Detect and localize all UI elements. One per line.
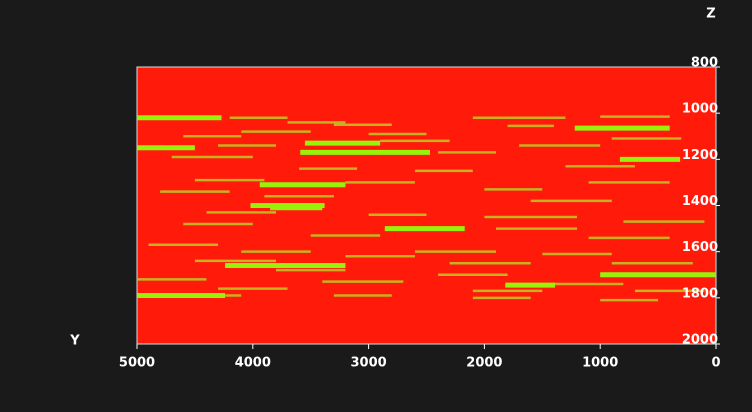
plot-area [136,66,717,345]
z-tick-label: 800 [691,56,718,71]
x-tick-label: 4000 [235,356,271,371]
z-axis-title: Z [706,7,715,22]
z-tick-label: 1600 [682,240,718,255]
z-tick-label: 2000 [682,333,718,348]
x-tick-label: 1000 [582,356,618,371]
x-tick-label: 2000 [466,356,502,371]
x-tick-label: 3000 [351,356,387,371]
z-tick-label: 1000 [682,102,718,117]
z-tick-label: 1800 [682,286,718,301]
x-tick-label: 5000 [119,356,155,371]
x-tick-label: 0 [711,356,720,371]
z-tick-label: 1400 [682,194,718,209]
y-axis-title: Y [69,334,80,349]
z-tick-label: 1200 [682,148,718,163]
